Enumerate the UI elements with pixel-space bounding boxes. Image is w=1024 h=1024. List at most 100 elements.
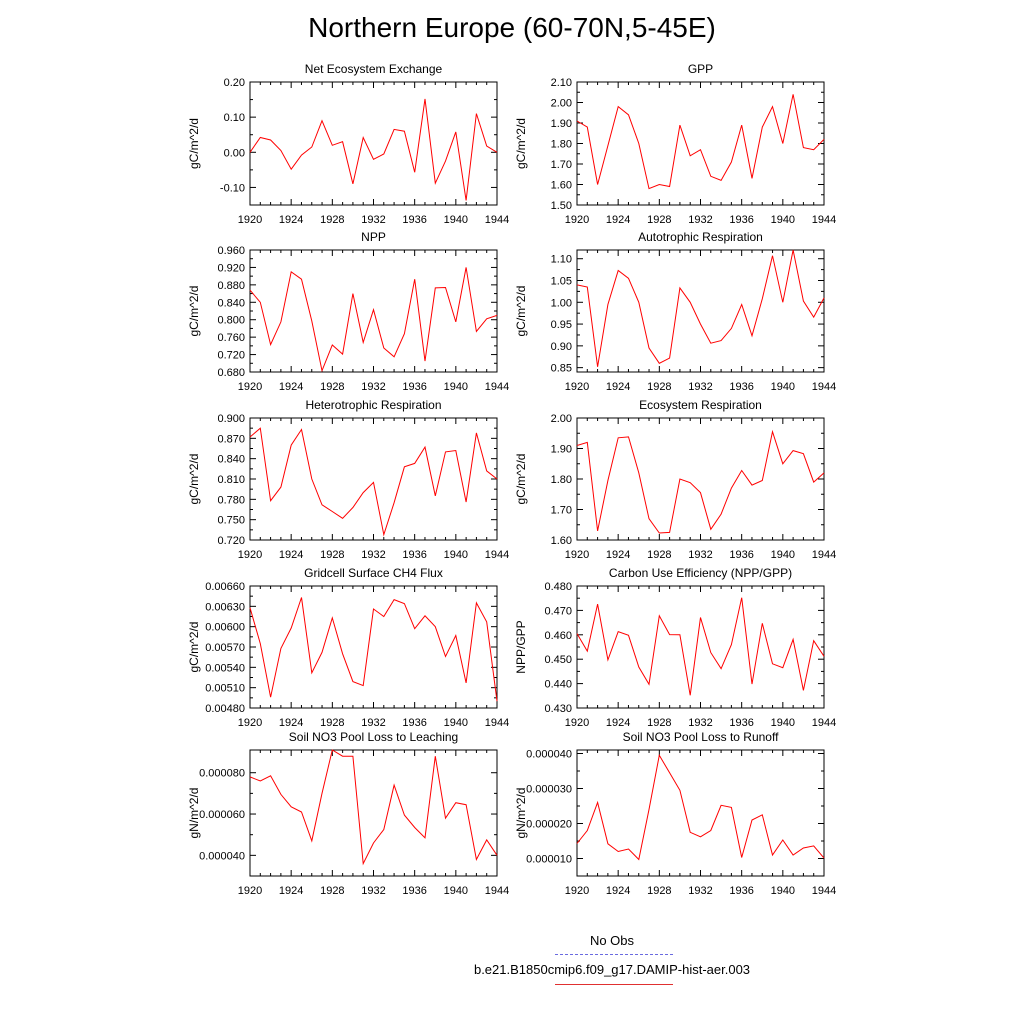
x-tick-label: 1936 bbox=[729, 717, 753, 729]
y-tick-label: 0.720 bbox=[217, 350, 245, 362]
chart-panel: Soil NO3 Pool Loss to Leaching 1920 1924 19… bbox=[187, 730, 509, 897]
x-tick-label: 1944 bbox=[485, 885, 509, 897]
x-tick-label: 1936 bbox=[729, 885, 753, 897]
y-tick-label: 0.680 bbox=[217, 367, 245, 379]
y-tick-label: 0.000010 bbox=[526, 854, 572, 866]
x-tick-label: 1932 bbox=[361, 381, 385, 393]
y-tick-label: 0.800 bbox=[217, 315, 245, 327]
x-tick-label: 1920 bbox=[565, 717, 589, 729]
x-tick-label: 1924 bbox=[279, 214, 303, 226]
page-title: Northern Europe (60-70N,5-45E) bbox=[308, 12, 716, 43]
chart-panel: GPP 1920 1924 1928 1932 1936 1940 1944 1.50 1.60 1… bbox=[514, 62, 836, 226]
legend-line-no-obs bbox=[555, 954, 673, 955]
y-tick-label: 0.00600 bbox=[205, 622, 245, 634]
y-tick-label: 1.10 bbox=[551, 254, 572, 266]
x-tick-label: 1944 bbox=[485, 549, 509, 561]
x-tick-label: 1944 bbox=[812, 717, 836, 729]
y-tick-label: 1.60 bbox=[551, 180, 572, 192]
x-tick-label: 1940 bbox=[771, 381, 795, 393]
series-line bbox=[576, 429, 825, 534]
x-tick-label: 1920 bbox=[238, 381, 262, 393]
y-tick-label: 0.000040 bbox=[526, 749, 572, 761]
chart-title: Soil NO3 Pool Loss to Runoff bbox=[623, 730, 780, 744]
y-tick-label: -0.10 bbox=[220, 182, 245, 194]
plot-frame bbox=[576, 749, 825, 877]
y-axis-label: gC/m^2/d bbox=[514, 286, 528, 337]
x-tick-label: 1940 bbox=[771, 214, 795, 226]
x-tick-label: 1924 bbox=[279, 885, 303, 897]
y-tick-label: 0.720 bbox=[217, 535, 245, 547]
x-tick-label: 1932 bbox=[688, 717, 712, 729]
x-tick-label: 1928 bbox=[647, 717, 671, 729]
chart-panel: Soil NO3 Pool Loss to Runoff 1920 1924 1928… bbox=[514, 730, 836, 897]
y-tick-label: 0.430 bbox=[544, 703, 572, 715]
x-tick-label: 1924 bbox=[279, 717, 303, 729]
x-tick-label: 1924 bbox=[606, 214, 630, 226]
plot-frame bbox=[576, 417, 825, 541]
y-tick-label: 1.05 bbox=[551, 276, 572, 288]
plot-frame bbox=[576, 249, 825, 373]
x-tick-label: 1924 bbox=[606, 885, 630, 897]
legend-label-no-obs: No Obs bbox=[589, 933, 635, 948]
plot-frame bbox=[249, 417, 498, 541]
y-tick-label: 1.70 bbox=[551, 505, 572, 517]
y-tick-label: 0.840 bbox=[217, 297, 245, 309]
x-tick-label: 1940 bbox=[771, 549, 795, 561]
chart-title: Gridcell Surface CH4 Flux bbox=[304, 566, 443, 580]
x-tick-label: 1928 bbox=[320, 214, 344, 226]
chart-title: Soil NO3 Pool Loss to Leaching bbox=[289, 730, 458, 744]
plot-frame bbox=[249, 81, 498, 206]
series-line bbox=[249, 597, 498, 702]
y-tick-label: 0.870 bbox=[217, 433, 245, 445]
x-tick-label: 1920 bbox=[238, 549, 262, 561]
y-tick-label: 0.440 bbox=[544, 679, 572, 691]
series-line bbox=[576, 94, 825, 190]
y-tick-label: 0.470 bbox=[544, 605, 572, 617]
x-tick-label: 1928 bbox=[647, 885, 671, 897]
legend-line-run bbox=[555, 984, 673, 985]
series-line bbox=[576, 597, 825, 696]
y-tick-label: 0.460 bbox=[544, 630, 572, 642]
y-tick-label: 0.000040 bbox=[199, 850, 245, 862]
x-tick-label: 1936 bbox=[402, 549, 426, 561]
y-tick-label: 0.880 bbox=[217, 280, 245, 292]
x-tick-label: 1924 bbox=[279, 549, 303, 561]
x-tick-label: 1936 bbox=[402, 381, 426, 393]
y-tick-label: 1.90 bbox=[551, 444, 572, 456]
y-tick-label: 1.60 bbox=[551, 535, 572, 547]
chart-title: Ecosystem Respiration bbox=[639, 398, 762, 412]
x-tick-label: 1936 bbox=[729, 549, 753, 561]
y-tick-label: 0.00660 bbox=[205, 581, 245, 593]
x-tick-label: 1944 bbox=[485, 381, 509, 393]
x-tick-label: 1936 bbox=[729, 214, 753, 226]
y-tick-label: 1.80 bbox=[551, 474, 572, 486]
chart-title: NPP bbox=[361, 230, 386, 244]
x-tick-label: 1920 bbox=[565, 381, 589, 393]
x-tick-label: 1940 bbox=[444, 885, 468, 897]
y-tick-label: 1.00 bbox=[551, 297, 572, 309]
x-tick-label: 1932 bbox=[688, 214, 712, 226]
x-tick-label: 1928 bbox=[647, 214, 671, 226]
chart-panel: Ecosystem Respiration 1920 1924 1928 1932 193… bbox=[514, 398, 836, 561]
y-axis-label: gC/m^2/d bbox=[514, 454, 528, 505]
y-tick-label: 1.80 bbox=[551, 139, 572, 151]
y-axis-label: gC/m^2/d bbox=[514, 118, 528, 169]
plot-frame bbox=[249, 585, 498, 709]
y-tick-label: 1.70 bbox=[551, 159, 572, 171]
y-axis-label: NPP/GPP bbox=[514, 620, 528, 673]
x-tick-label: 1928 bbox=[320, 885, 344, 897]
series-line bbox=[576, 753, 825, 861]
y-tick-label: 0.840 bbox=[217, 454, 245, 466]
chart-title: Heterotrophic Respiration bbox=[305, 398, 441, 412]
y-tick-label: 0.90 bbox=[551, 341, 572, 353]
x-tick-label: 1932 bbox=[361, 717, 385, 729]
y-axis-label: gN/m^2/d bbox=[514, 788, 528, 839]
y-tick-label: 0.000020 bbox=[526, 819, 572, 831]
y-axis-label: gC/m^2/d bbox=[187, 118, 201, 169]
x-tick-label: 1928 bbox=[320, 549, 344, 561]
x-tick-label: 1920 bbox=[238, 885, 262, 897]
x-tick-label: 1920 bbox=[238, 214, 262, 226]
y-axis-label: gN/m^2/d bbox=[187, 788, 201, 839]
series-line bbox=[249, 427, 498, 537]
